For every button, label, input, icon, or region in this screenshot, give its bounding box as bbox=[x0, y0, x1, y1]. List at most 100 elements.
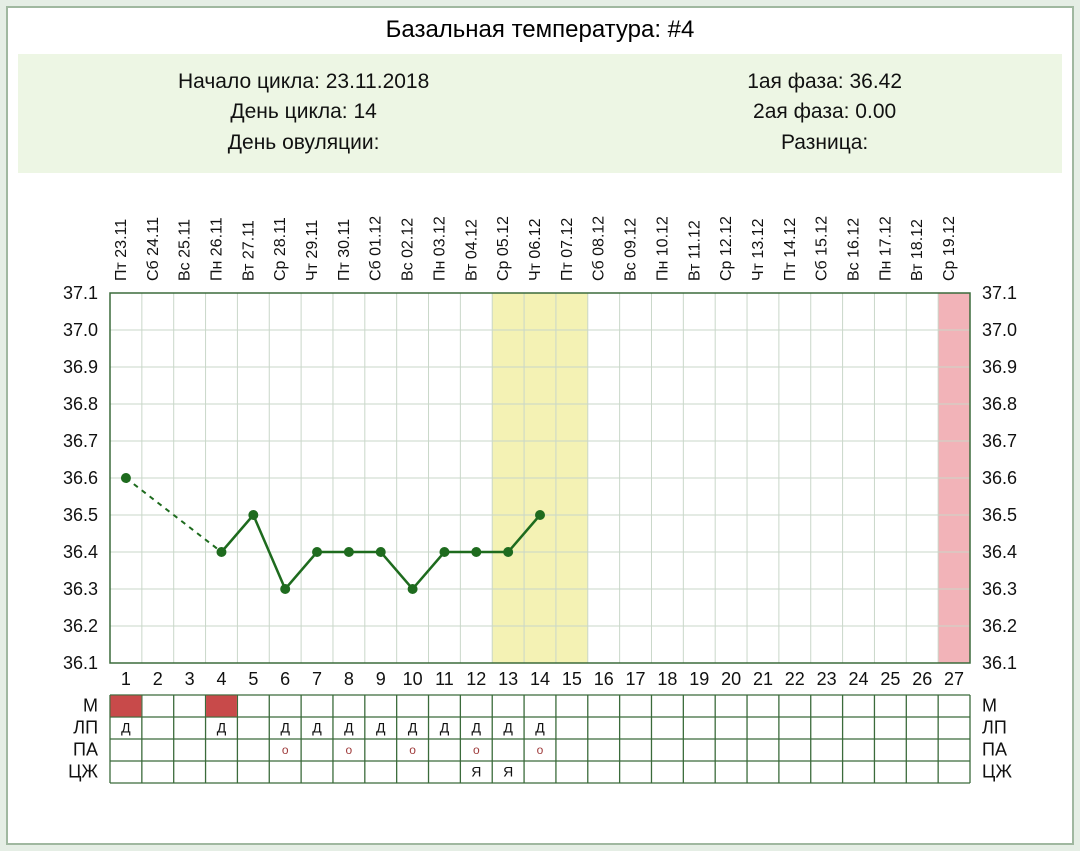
y-tick-right: 36.7 bbox=[982, 431, 1017, 451]
day-number: 4 bbox=[216, 669, 226, 689]
date-label: Пт 07.12 bbox=[559, 218, 576, 281]
chart-inner: Базальная температура: #4 Начало цикла: … bbox=[6, 6, 1074, 845]
day-number: 7 bbox=[312, 669, 322, 689]
date-label: Чт 13.12 bbox=[750, 219, 767, 282]
date-label: Ср 19.12 bbox=[941, 216, 958, 281]
lp-cell: Д bbox=[535, 720, 545, 736]
day-number: 11 bbox=[435, 669, 454, 689]
day-number: 2 bbox=[153, 669, 163, 689]
date-label: Пт 30.11 bbox=[336, 219, 353, 281]
temp-point bbox=[439, 547, 449, 557]
y-tick-left: 37.1 bbox=[63, 283, 98, 303]
cz-cell: Я bbox=[503, 764, 513, 780]
date-label: Ср 05.12 bbox=[495, 216, 512, 281]
date-label: Сб 01.12 bbox=[368, 216, 385, 281]
y-tick-left: 36.2 bbox=[63, 616, 98, 636]
date-label: Сб 24.11 bbox=[145, 217, 162, 281]
date-label: Пн 03.12 bbox=[431, 216, 448, 281]
footer-row-label-left: ЛП bbox=[73, 718, 98, 738]
pa-cell: o bbox=[473, 743, 480, 757]
footer-row-label-right: М bbox=[982, 696, 997, 716]
pa-cell: o bbox=[409, 743, 416, 757]
lp-cell: Д bbox=[217, 720, 227, 736]
temp-point bbox=[376, 547, 386, 557]
y-tick-right: 36.5 bbox=[982, 505, 1017, 525]
lp-cell: Д bbox=[312, 720, 322, 736]
day-number: 15 bbox=[562, 669, 582, 689]
day-number: 20 bbox=[721, 669, 741, 689]
temp-point bbox=[121, 473, 131, 483]
y-tick-left: 37.0 bbox=[63, 320, 98, 340]
date-label: Чт 29.11 bbox=[304, 220, 321, 281]
day-number: 12 bbox=[466, 669, 486, 689]
phase2-label: 2ая фаза: 0.00 bbox=[747, 97, 902, 127]
day-number: 18 bbox=[657, 669, 677, 689]
day-number: 10 bbox=[403, 669, 423, 689]
date-label: Пт 23.11 bbox=[113, 219, 130, 281]
info-right: 1ая фаза: 36.42 2ая фаза: 0.00 Разница: bbox=[747, 67, 902, 158]
date-label: Вс 09.12 bbox=[623, 218, 640, 281]
cycle-day-label: День цикла: 14 bbox=[178, 97, 429, 127]
day-number: 14 bbox=[530, 669, 550, 689]
y-tick-right: 36.1 bbox=[982, 653, 1017, 673]
temp-point bbox=[248, 510, 258, 520]
ovulation-day-label: День овуляции: bbox=[178, 128, 429, 158]
day-number: 8 bbox=[344, 669, 354, 689]
y-tick-left: 36.9 bbox=[63, 357, 98, 377]
footer-row-label-left: М bbox=[83, 696, 98, 716]
temp-point bbox=[503, 547, 513, 557]
y-tick-right: 37.1 bbox=[982, 283, 1017, 303]
date-label: Пн 10.12 bbox=[654, 216, 671, 281]
temp-point bbox=[344, 547, 354, 557]
temp-point bbox=[471, 547, 481, 557]
date-label: Сб 15.12 bbox=[814, 216, 831, 281]
y-tick-right: 36.2 bbox=[982, 616, 1017, 636]
lp-cell: Д bbox=[344, 720, 354, 736]
day-number: 1 bbox=[121, 669, 131, 689]
y-tick-right: 37.0 bbox=[982, 320, 1017, 340]
day-number: 19 bbox=[689, 669, 709, 689]
pa-cell: o bbox=[346, 743, 353, 757]
day-number: 25 bbox=[880, 669, 900, 689]
footer-row-label-left: ПА bbox=[73, 740, 98, 760]
date-label: Вт 11.12 bbox=[686, 220, 703, 281]
phase1-label: 1ая фаза: 36.42 bbox=[747, 67, 902, 97]
date-label: Вт 04.12 bbox=[463, 219, 480, 281]
lp-cell: Д bbox=[280, 720, 290, 736]
day-number: 21 bbox=[753, 669, 773, 689]
chart-frame: Базальная температура: #4 Начало цикла: … bbox=[0, 0, 1080, 851]
day-number: 13 bbox=[498, 669, 518, 689]
day-number: 5 bbox=[248, 669, 258, 689]
y-tick-left: 36.5 bbox=[63, 505, 98, 525]
diff-label: Разница: bbox=[747, 128, 902, 158]
day-number: 26 bbox=[912, 669, 932, 689]
footer-row-label-right: ПА bbox=[982, 740, 1007, 760]
day-number: 22 bbox=[785, 669, 805, 689]
day-number: 27 bbox=[944, 669, 964, 689]
y-tick-right: 36.6 bbox=[982, 468, 1017, 488]
temp-point bbox=[408, 584, 418, 594]
temp-point bbox=[312, 547, 322, 557]
pa-cell: o bbox=[282, 743, 289, 757]
day-number: 6 bbox=[280, 669, 290, 689]
y-tick-right: 36.9 bbox=[982, 357, 1017, 377]
chart-title: Базальная температура: #4 bbox=[18, 10, 1062, 54]
footer-row-label-right: ЦЖ bbox=[982, 762, 1012, 782]
y-tick-right: 36.3 bbox=[982, 579, 1017, 599]
day-number: 3 bbox=[185, 669, 195, 689]
menses-cell bbox=[111, 696, 142, 717]
y-tick-right: 36.8 bbox=[982, 394, 1017, 414]
lp-cell: Д bbox=[472, 720, 482, 736]
lp-cell: Д bbox=[503, 720, 513, 736]
bbt-chart: 37.137.137.037.036.936.936.836.836.736.7… bbox=[20, 173, 1060, 823]
lp-cell: Д bbox=[408, 720, 418, 736]
y-tick-left: 36.3 bbox=[63, 579, 98, 599]
date-label: Вс 25.11 bbox=[177, 219, 194, 281]
info-panel: Начало цикла: 23.11.2018 День цикла: 14 … bbox=[18, 54, 1062, 173]
y-tick-left: 36.7 bbox=[63, 431, 98, 451]
day-number: 23 bbox=[817, 669, 837, 689]
y-tick-left: 36.1 bbox=[63, 653, 98, 673]
day-number: 9 bbox=[376, 669, 386, 689]
footer-row-label-right: ЛП bbox=[982, 718, 1007, 738]
lp-cell: Д bbox=[376, 720, 386, 736]
